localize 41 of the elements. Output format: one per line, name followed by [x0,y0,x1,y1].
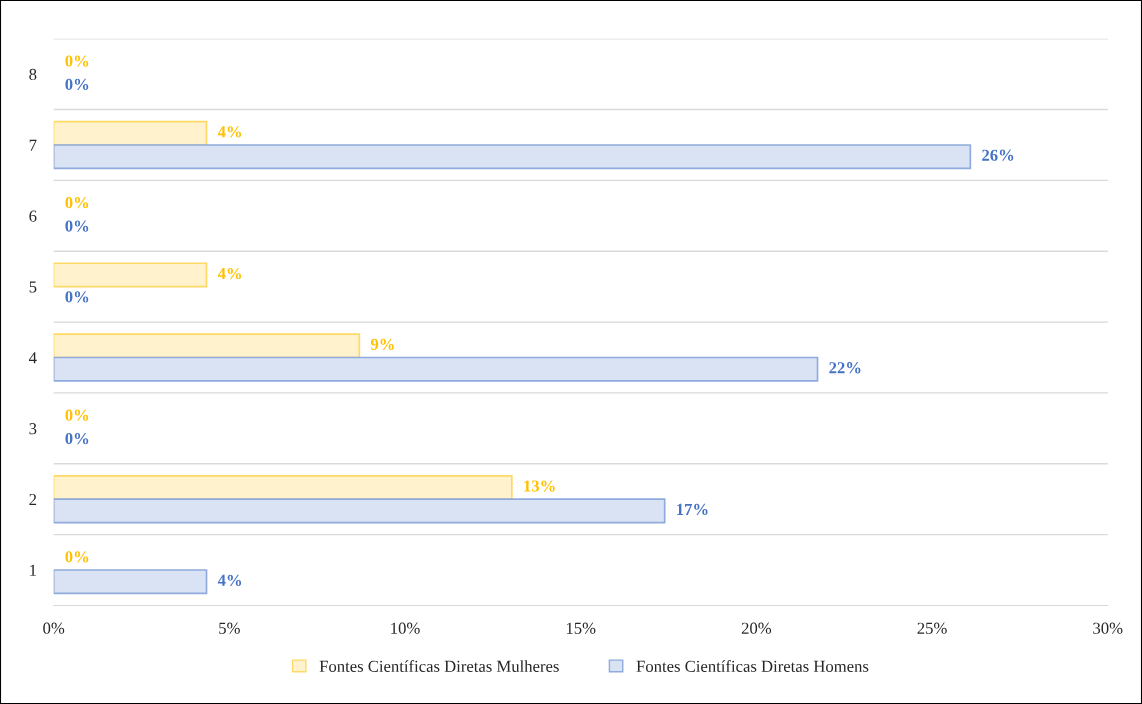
bar [53,144,972,170]
data-label: 4% [217,267,242,280]
bar [53,356,819,382]
x-tick-label: 5% [219,622,240,634]
data-label: 0% [65,432,89,445]
data-label: 17% [677,503,708,516]
data-label: 0% [65,197,89,209]
x-tick-label: 0% [43,622,65,634]
data-label: 26% [982,149,1014,161]
y-tick-label: 1 [30,564,37,576]
y-tick-label: 8 [29,68,37,81]
bar [53,498,666,524]
y-tick-label: 4 [29,352,37,364]
data-label: 0% [65,409,89,421]
bar [53,262,208,288]
legend-label: Fontes Científicas Diretas Mulheres [319,660,559,672]
x-tick-label: 20% [741,622,772,634]
bar [53,333,361,359]
legend-label: Fontes Científicas Diretas Homens [636,660,869,672]
y-tick-label: 7 [29,139,37,151]
x-tick-label: 25% [917,622,947,634]
y-tick-label: 6 [29,210,37,222]
bar [53,474,513,501]
y-tick-label: 3 [29,423,37,435]
data-label: 4% [217,574,242,586]
data-label: 4% [217,126,242,138]
bar [53,120,208,146]
y-tick-label: 5 [29,281,37,293]
data-label: 0% [65,291,89,303]
y-tick-label: 2 [29,493,37,505]
data-label: 0% [65,78,89,91]
data-label: 0% [65,220,89,232]
x-tick-label: 15% [566,622,596,634]
x-tick-label: 30% [1093,622,1123,634]
data-label: 22% [829,362,861,374]
bar [53,569,208,595]
data-label: 0% [65,55,89,67]
data-label: 0% [65,551,89,563]
x-tick-label: 10% [391,622,420,634]
data-label: 9% [370,338,394,351]
data-label: 13% [524,480,555,492]
